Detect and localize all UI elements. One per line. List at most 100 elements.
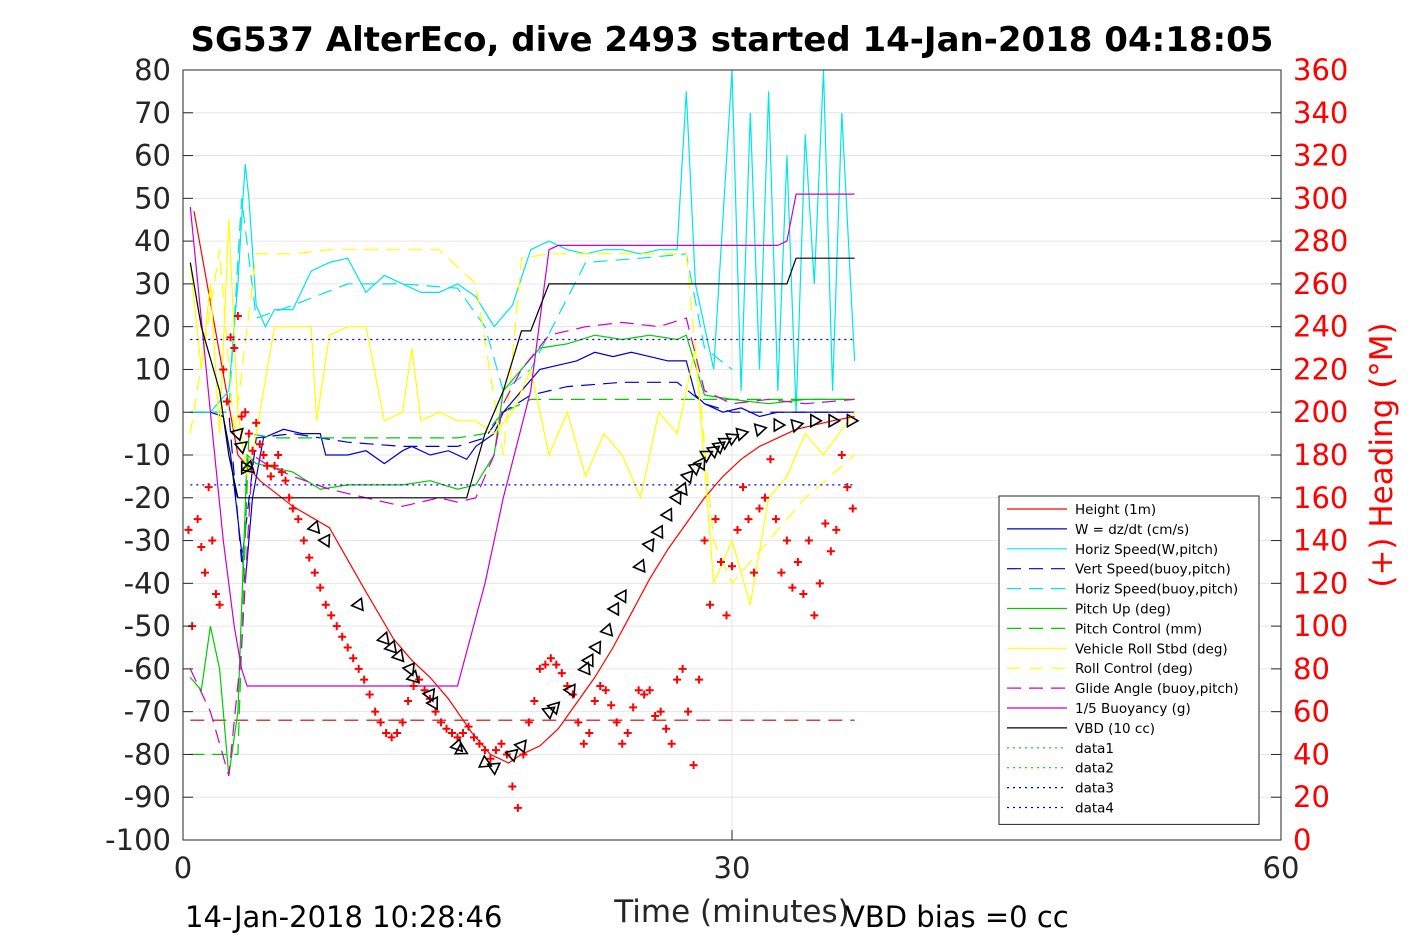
depth-triangle-35: [679, 469, 694, 485]
heading-marker-99: [678, 664, 687, 673]
depth-triangle-39: [705, 445, 721, 460]
y-tick-label-4: 40: [134, 224, 171, 258]
series-line-7: [189, 219, 856, 605]
legend-entry-13: data2: [1075, 761, 1114, 777]
depth-triangle-44: [753, 423, 768, 438]
depth-triangle-20: [541, 706, 556, 721]
y2-tick-label-5: 260: [1293, 267, 1348, 301]
heading-marker-39: [349, 654, 358, 663]
heading-marker-42: [365, 690, 374, 699]
heading-marker-43: [371, 707, 380, 716]
legend-entry-7: Vehicle Roll Stbd (deg): [1075, 641, 1228, 657]
heading-marker-116: [771, 515, 780, 524]
depth-triangle-31: [650, 524, 664, 540]
heading-marker-73: [535, 664, 544, 673]
y2-tick-label-1: 340: [1293, 96, 1348, 130]
heading-marker-60: [464, 722, 473, 731]
depth-triangle-48: [828, 413, 842, 429]
legend-entry-0: Height (1m): [1075, 502, 1156, 518]
heading-marker-66: [497, 739, 506, 748]
heading-marker-103: [700, 536, 709, 545]
heading-marker-83: [590, 696, 599, 705]
depth-triangle-46: [790, 418, 805, 434]
depth-triangle-21: [546, 701, 561, 716]
heading-marker-12: [230, 344, 239, 353]
y-tick-label-12: -40: [124, 566, 171, 600]
heading-marker-33: [316, 583, 325, 592]
depth-triangle-23: [576, 661, 591, 676]
y2-tick-label-2: 320: [1293, 139, 1348, 173]
heading-marker-81: [579, 739, 588, 748]
depth-triangle-0: [229, 427, 244, 442]
depth-triangle-25: [587, 640, 602, 656]
depth-triangle-29: [631, 558, 646, 574]
heading-marker-63: [480, 746, 489, 755]
heading-marker-5: [204, 483, 213, 492]
heading-marker-119: [788, 583, 797, 592]
depth-triangle-1: [233, 440, 249, 455]
heading-marker-44: [376, 718, 385, 727]
depth-triangle-24: [580, 652, 594, 668]
heading-marker-31: [305, 553, 314, 562]
heading-marker-40: [354, 664, 363, 673]
heading-marker-15: [241, 408, 250, 417]
heading-marker-28: [288, 504, 297, 513]
depth-triangle-45: [773, 417, 787, 433]
heading-marker-2: [193, 515, 202, 524]
legend-entry-3: Vert Speed(buoy,pitch): [1075, 562, 1231, 578]
heading-marker-88: [618, 739, 627, 748]
y2-tick-label-11: 140: [1293, 524, 1348, 558]
depth-triangle-34: [674, 481, 688, 497]
legend-entry-4: Horiz Speed(buoy,pitch): [1075, 582, 1238, 598]
y-tick-label-1: 70: [134, 96, 171, 130]
depth-triangle-19: [513, 739, 527, 754]
y2-tick-label-3: 300: [1293, 181, 1348, 215]
heading-marker-46: [387, 733, 396, 742]
heading-marker-82: [585, 729, 594, 738]
x-axis-label: Time (minutes): [613, 894, 849, 930]
y2-tick-label-12: 120: [1293, 566, 1348, 600]
heading-marker-47: [393, 729, 402, 738]
legend-entry-12: data1: [1075, 741, 1114, 757]
depth-triangle-6: [350, 596, 364, 612]
heading-marker-36: [332, 622, 341, 631]
y-tick-label-18: -100: [105, 823, 171, 857]
heading-marker-107: [722, 611, 731, 620]
depth-triangle-41: [717, 437, 733, 451]
heading-marker-61: [469, 733, 478, 742]
heading-marker-41: [360, 675, 369, 684]
heading-marker-6: [208, 536, 217, 545]
heading-marker-121: [799, 590, 808, 599]
heading-marker-110: [738, 483, 747, 492]
heading-marker-91: [634, 686, 643, 695]
heading-marker-86: [607, 701, 616, 710]
heading-marker-35: [327, 611, 336, 620]
heading-marker-24: [274, 451, 283, 459]
y-tick-label-0: 80: [134, 53, 171, 87]
y2-tick-label-18: 0: [1293, 823, 1311, 857]
y2-tick-label-14: 80: [1293, 652, 1330, 686]
heading-marker-74: [541, 660, 550, 669]
heading-marker-95: [656, 707, 665, 716]
heading-marker-85: [601, 686, 610, 695]
depth-triangle-26: [599, 622, 614, 637]
series-line-11: [189, 257, 855, 499]
heading-marker-127: [832, 525, 841, 534]
heading-marker-122: [804, 536, 813, 545]
heading-marker-59: [458, 729, 467, 738]
heading-marker-108: [728, 562, 736, 571]
depth-triangle-33: [668, 490, 682, 506]
heading-marker-50: [409, 682, 418, 690]
legend-entry-11: VBD (10 cc): [1075, 721, 1155, 737]
heading-marker-56: [442, 724, 451, 733]
heading-marker-115: [766, 455, 775, 464]
y-tick-label-9: -10: [124, 438, 171, 472]
y2-tick-label-4: 280: [1293, 224, 1348, 258]
depth-triangle-12: [421, 687, 436, 703]
heading-marker-4: [200, 568, 209, 577]
heading-marker-130: [848, 504, 857, 513]
y2-tick-label-6: 240: [1293, 310, 1348, 344]
heading-marker-27: [285, 493, 294, 502]
y2-tick-label-8: 200: [1293, 395, 1348, 429]
depth-triangle-30: [641, 537, 655, 553]
